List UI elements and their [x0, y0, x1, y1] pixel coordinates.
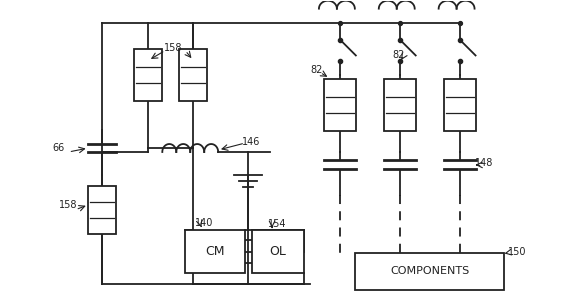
Bar [89, 186, 117, 234]
Bar [444, 79, 476, 131]
Bar [324, 79, 356, 131]
Bar [185, 230, 245, 273]
Text: CM: CM [205, 245, 225, 258]
Bar [252, 230, 304, 273]
Text: 66: 66 [53, 143, 65, 153]
Text: 158: 158 [164, 44, 183, 53]
Text: OL: OL [270, 245, 287, 258]
Text: 140: 140 [195, 218, 213, 228]
Bar [384, 79, 416, 131]
Text: 148: 148 [474, 158, 493, 168]
Text: 82: 82 [310, 65, 322, 75]
Bar [355, 253, 505, 290]
Text: 82: 82 [393, 50, 405, 60]
Text: 154: 154 [268, 219, 287, 229]
Text: COMPONENTS: COMPONENTS [390, 266, 469, 276]
Bar [179, 50, 207, 101]
Text: 150: 150 [508, 247, 526, 256]
Bar [135, 50, 162, 101]
Text: 158: 158 [59, 200, 77, 210]
Text: 146: 146 [242, 137, 260, 147]
